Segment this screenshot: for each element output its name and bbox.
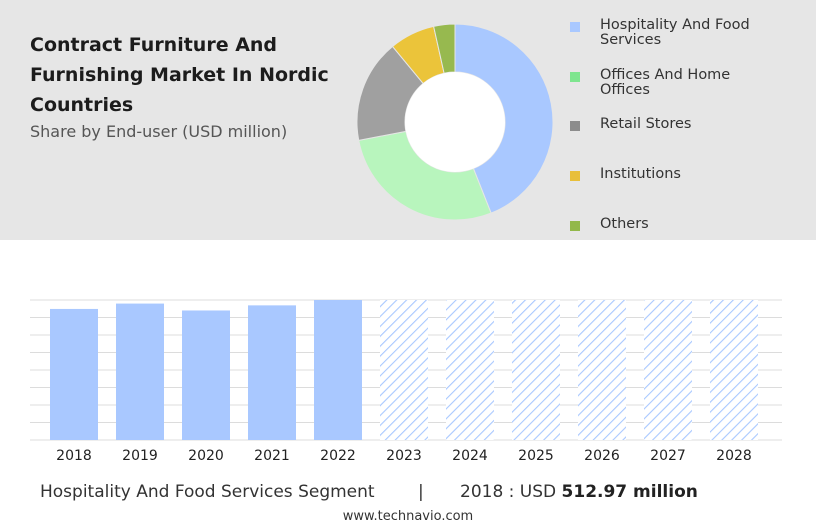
legend-swatch bbox=[570, 171, 580, 181]
x-tick-label: 2026 bbox=[584, 448, 620, 464]
x-tick-label: 2019 bbox=[122, 448, 158, 464]
legend-label: Offices And Home Offices bbox=[600, 67, 731, 98]
legend-label: Retail Stores bbox=[600, 116, 692, 132]
x-tick-label: 2018 bbox=[56, 448, 92, 464]
legend: Hospitality And Food Services Offices An… bbox=[570, 0, 810, 240]
donut-slice-1 bbox=[358, 130, 492, 221]
footer-value: 2018 : USD 512.97 million bbox=[460, 482, 698, 502]
donut-hole bbox=[405, 72, 505, 172]
legend-swatch bbox=[570, 72, 580, 82]
x-tick-label: 2020 bbox=[188, 448, 224, 464]
legend-item-others: Others bbox=[570, 217, 780, 232]
bar-chart: 2018 2019 2020 2021 2022 2023 2024 2025 2026 2027… bbox=[30, 299, 782, 464]
legend-label: Others bbox=[600, 216, 649, 232]
forecast-bar-2028 bbox=[710, 300, 758, 440]
forecast-bar-2027 bbox=[644, 300, 692, 440]
forecast-bar-2026 bbox=[578, 300, 626, 440]
footer-value-amount: 512.97 million bbox=[561, 482, 698, 502]
legend-swatch bbox=[570, 221, 580, 231]
bar-2022 bbox=[314, 300, 362, 440]
x-tick-label: 2023 bbox=[386, 448, 422, 464]
legend-item-retail: Retail Stores bbox=[570, 117, 780, 132]
chart-title: Contract Furniture And Furnishing Market… bbox=[30, 34, 329, 116]
bar-2018 bbox=[50, 308, 98, 440]
legend-item-offices: Offices And Home Offices bbox=[570, 68, 780, 98]
x-tick-label: 2021 bbox=[254, 448, 290, 464]
legend-label: Institutions bbox=[600, 166, 681, 182]
forecast-bar-2025 bbox=[512, 300, 560, 440]
donut-chart bbox=[356, 23, 554, 221]
x-tick-label: 2028 bbox=[716, 448, 752, 464]
footer-separator: | bbox=[418, 482, 424, 502]
chart-subtitle: Share by End-user (USD million) bbox=[30, 122, 288, 141]
legend-swatch bbox=[570, 121, 580, 131]
x-tick-label: 2025 bbox=[518, 448, 554, 464]
legend-item-institutions: Institutions bbox=[570, 167, 780, 182]
x-tick-label: 2027 bbox=[650, 448, 686, 464]
source-url: www.technavio.com bbox=[342, 509, 474, 524]
footer-segment: Hospitality And Food Services Segment bbox=[40, 482, 375, 502]
bar-2020 bbox=[182, 310, 230, 440]
legend-swatch bbox=[570, 22, 580, 32]
x-tick-label: 2022 bbox=[320, 448, 356, 464]
bar-2019 bbox=[116, 303, 164, 440]
forecast-bar-2023 bbox=[380, 300, 428, 440]
bar-2021 bbox=[248, 305, 296, 440]
forecast-bar-2024 bbox=[446, 300, 494, 440]
legend-label: Hospitality And Food Services bbox=[600, 17, 750, 48]
legend-item-hospitality: Hospitality And Food Services bbox=[570, 18, 780, 48]
footer-year-label: 2018 : USD bbox=[460, 482, 557, 502]
x-tick-label: 2024 bbox=[452, 448, 488, 464]
